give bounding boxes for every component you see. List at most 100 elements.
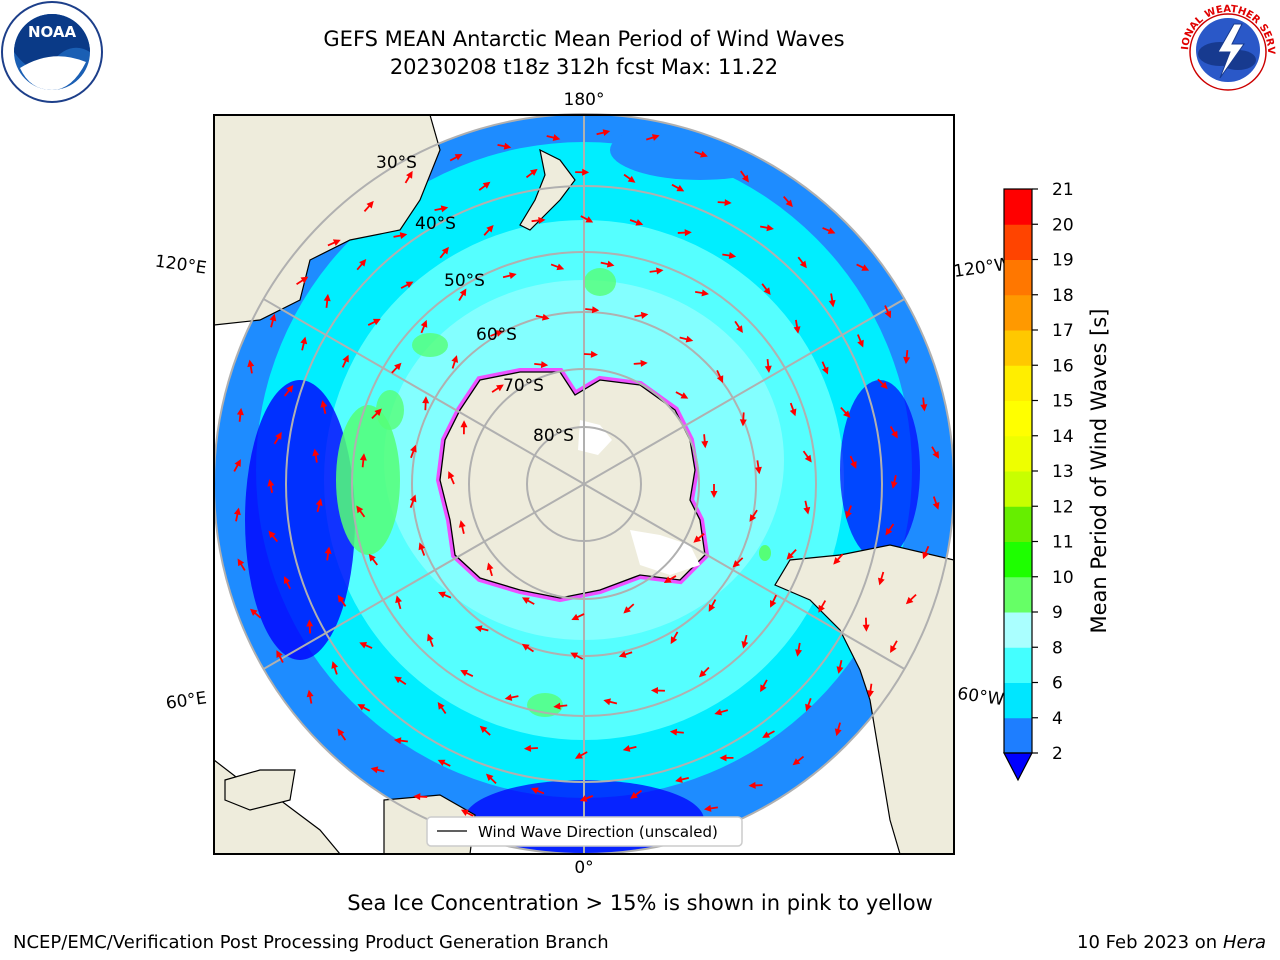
wind-wave-arrow xyxy=(618,651,633,658)
wind-wave-arrow xyxy=(268,530,279,543)
wind-wave-arrow xyxy=(394,676,407,685)
wind-wave-arrow xyxy=(296,276,309,286)
wind-wave-arrow xyxy=(404,170,413,184)
wind-wave-arrow xyxy=(795,642,803,657)
colorbar-block xyxy=(1004,365,1032,401)
wind-wave-arrow xyxy=(629,219,644,226)
date-text: 10 Feb 2023 on xyxy=(1077,932,1218,953)
wind-wave-arrow xyxy=(828,293,836,308)
wind-wave-arrow xyxy=(458,288,467,301)
wind-wave-arrow xyxy=(623,173,636,183)
colorbar-tick-label: 10 xyxy=(1052,568,1074,588)
meridian-line xyxy=(237,483,585,685)
wind-wave-arrow xyxy=(449,153,463,162)
wind-wave-arrow xyxy=(805,697,812,712)
wind-wave-arrow xyxy=(623,603,635,614)
lat-label-60s: 60°S xyxy=(476,325,517,345)
wind-wave-arrow xyxy=(922,545,930,560)
wind-wave-arrow xyxy=(905,593,917,605)
wind-wave-arrow xyxy=(337,594,347,607)
wind-wave-arrow xyxy=(764,358,772,374)
ross-shelf xyxy=(578,420,612,455)
colorbar-block xyxy=(1004,224,1032,260)
wind-wave-arrow xyxy=(748,781,763,789)
wind-wave-arrow xyxy=(717,199,732,207)
wind-wave-arrow xyxy=(497,142,512,150)
wind-wave-arrow xyxy=(486,562,494,577)
wind-wave-arrow xyxy=(276,650,284,663)
ice-shelf xyxy=(630,530,700,575)
wind-wave-arrow xyxy=(903,350,911,365)
colorbar-block xyxy=(1004,189,1032,225)
wind-wave-arrow xyxy=(695,289,709,297)
wind-wave-arrow xyxy=(570,652,584,660)
wind-wave-arrow xyxy=(671,183,685,192)
wind-wave-arrow xyxy=(792,755,805,766)
wind-wave-arrow xyxy=(693,533,705,543)
colorbar-tick-label: 8 xyxy=(1052,638,1063,658)
wind-wave-arrow xyxy=(783,195,793,208)
wind-wave-arrow xyxy=(574,751,588,759)
wind-wave-arrow xyxy=(920,397,928,412)
wind-wave-arrow xyxy=(393,737,408,745)
wind-wave-arrow xyxy=(802,450,812,463)
south-america-land xyxy=(774,544,954,854)
wind-wave-arrow xyxy=(840,406,851,418)
colorbar-block xyxy=(1004,400,1032,437)
wind-wave-arrow xyxy=(679,335,694,343)
wind-wave-arrow xyxy=(649,267,664,275)
wind-wave-arrow xyxy=(575,168,590,176)
wind-wave-arrow xyxy=(359,642,373,649)
madagascar-land xyxy=(224,769,296,811)
wind-wave-arrow xyxy=(451,355,459,369)
wind-wave-arrow xyxy=(237,558,246,571)
new-zealand-land xyxy=(519,148,576,231)
wind-wave-arrow xyxy=(300,336,308,351)
wind-wave-arrow xyxy=(370,766,385,774)
wind-wave-arrow xyxy=(438,591,452,599)
colorbar-label: Mean Period of Wind Waves [s] xyxy=(1087,309,1111,634)
wind-wave-arrow xyxy=(769,594,777,608)
nws-logo: NATIONAL WEATHER SERVICE xyxy=(1176,0,1278,102)
lat-label-80s: 80°S xyxy=(533,426,574,446)
credit-text: NCEP/EMC/Verification Post Processing Pr… xyxy=(13,932,609,953)
lon-label-180: 180° xyxy=(564,90,605,110)
lon-label-60e: 60°E xyxy=(165,688,208,713)
green-patch-1 xyxy=(336,405,400,555)
wind-wave-arrow xyxy=(786,548,797,560)
wind-wave-arrow xyxy=(797,256,807,269)
colorbar-tick-label: 2 xyxy=(1052,744,1063,764)
wind-wave-arrow xyxy=(490,330,504,337)
wind-wave-arrow xyxy=(521,643,534,653)
lon-label-120e: 120°E xyxy=(154,252,208,279)
colorbar-block xyxy=(1004,682,1032,719)
wind-wave-arrow xyxy=(400,281,414,289)
wind-wave-arrow xyxy=(708,599,717,612)
wind-wave-arrow xyxy=(434,205,449,213)
wind-wave-arrow xyxy=(273,431,282,445)
colorbar-tick-label: 14 xyxy=(1052,427,1074,447)
colorbar-block xyxy=(1004,330,1032,366)
wind-wave-arrow xyxy=(447,471,455,485)
wind-wave-arrow xyxy=(793,319,801,334)
wind-wave-arrow xyxy=(530,787,545,795)
wind-wave-arrow xyxy=(822,227,836,234)
australia-land xyxy=(214,115,441,326)
lon-label-0: 0° xyxy=(574,858,593,878)
colorbar-tick-label: 4 xyxy=(1052,709,1063,729)
wind-wave-arrow xyxy=(478,181,491,191)
colorbar-block xyxy=(1004,717,1032,754)
wind-wave-arrow xyxy=(677,229,692,237)
wind-wave-arrow xyxy=(357,704,371,712)
wind-wave-arrow xyxy=(580,215,594,223)
wind-wave-arrow xyxy=(356,259,367,271)
wind-wave-arrow xyxy=(734,320,743,334)
wind-wave-arrow xyxy=(410,444,417,459)
wind-wave-arrow xyxy=(523,744,538,752)
map-frame xyxy=(213,114,955,855)
wind-wave-arrow xyxy=(491,384,504,393)
wind-wave-arrow xyxy=(845,505,852,519)
wind-wave-arrow xyxy=(267,479,275,494)
wind-wave-arrow xyxy=(675,391,689,399)
wind-wave-arrow xyxy=(571,613,585,621)
